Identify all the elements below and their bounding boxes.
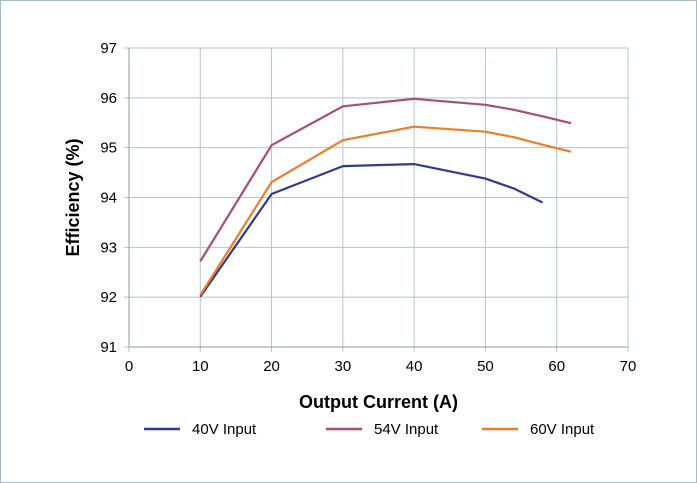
y-tick-label: 93: [100, 239, 117, 256]
x-tick-label: 40: [406, 358, 423, 375]
legend-item-1: 54V Input: [326, 421, 439, 438]
y-tick-label: 94: [100, 190, 117, 207]
legend-label: 40V Input: [192, 421, 257, 438]
x-tick-label: 0: [125, 358, 133, 375]
series-line-1: [199, 97, 572, 262]
series-line-0: [199, 163, 543, 298]
x-tick-label: 20: [263, 358, 280, 375]
y-tick-label: 95: [100, 140, 117, 157]
legend-item-0: 40V Input: [144, 421, 257, 438]
legend-label: 60V Input: [530, 421, 595, 438]
y-tick-label: 96: [100, 90, 117, 107]
series-line-2: [199, 125, 572, 296]
series-layer: [199, 97, 572, 298]
legend-label: 54V Input: [374, 421, 439, 438]
tick-layer: 0 10 20 30 40 50 60 70 91 92 93 94 95 96 97: [100, 40, 636, 375]
x-tick-label: 60: [548, 358, 565, 375]
x-axis-title: Output Current (A): [299, 392, 458, 412]
legend-item-2: 60V Input: [482, 421, 595, 438]
y-tick-label: 92: [100, 289, 117, 306]
x-tick-label: 10: [192, 358, 209, 375]
y-tick-label: 91: [100, 339, 117, 356]
x-tick-label: 70: [620, 358, 637, 375]
y-tick-label: 97: [100, 40, 117, 57]
y-axis-title: Efficiency (%): [63, 138, 83, 256]
legend: 40V Input 54V Input 60V Input: [144, 421, 595, 438]
grid-layer: [124, 47, 629, 352]
x-tick-label: 30: [335, 358, 352, 375]
x-tick-label: 50: [477, 358, 494, 375]
axis-layer: [128, 48, 628, 348]
